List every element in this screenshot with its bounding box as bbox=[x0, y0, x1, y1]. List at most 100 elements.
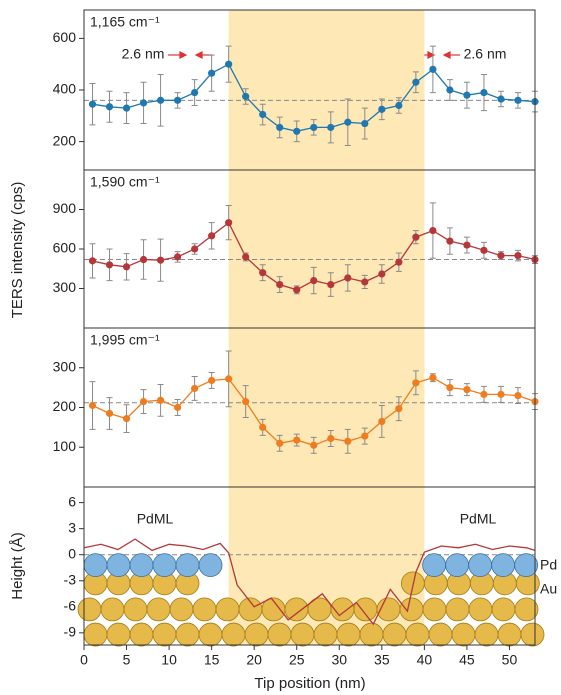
y-tick-label: -3 bbox=[64, 571, 77, 587]
au-atom bbox=[359, 622, 384, 647]
au-atom bbox=[514, 597, 539, 622]
au-atom bbox=[336, 622, 361, 647]
layer-label: Au bbox=[540, 581, 557, 597]
data-point bbox=[497, 390, 505, 398]
au-atom bbox=[290, 622, 315, 647]
data-point bbox=[361, 432, 369, 440]
pd-atom bbox=[152, 553, 177, 578]
y-tick-label: 100 bbox=[53, 438, 77, 454]
y-axis-label: TERS intensity (cps) bbox=[9, 182, 26, 319]
data-point bbox=[395, 101, 403, 110]
panel-label: 1,590 cm⁻¹ bbox=[90, 174, 160, 190]
y-tick-label: 600 bbox=[53, 240, 77, 256]
data-point bbox=[139, 397, 148, 406]
data-point bbox=[276, 123, 284, 132]
data-point bbox=[174, 96, 182, 104]
au-atom bbox=[152, 622, 177, 647]
pd-atom bbox=[175, 553, 200, 578]
au-atom bbox=[422, 597, 447, 622]
data-point bbox=[259, 269, 267, 277]
data-point bbox=[361, 278, 369, 286]
x-tick-label: 35 bbox=[374, 652, 390, 668]
data-point bbox=[429, 65, 437, 73]
data-point bbox=[480, 88, 488, 97]
au-atom bbox=[445, 597, 470, 622]
data-point bbox=[514, 391, 522, 400]
au-atom bbox=[399, 597, 424, 622]
annotation: 2.6 nm bbox=[122, 46, 165, 62]
au-atom bbox=[100, 597, 125, 622]
data-point bbox=[310, 441, 318, 449]
au-atom bbox=[83, 622, 108, 647]
x-tick-label: 10 bbox=[161, 652, 177, 668]
data-point bbox=[412, 233, 420, 241]
au-atom bbox=[169, 597, 194, 622]
layer-label: Pd bbox=[540, 557, 557, 573]
data-point bbox=[122, 415, 131, 423]
y-tick-label: 900 bbox=[53, 200, 77, 216]
data-point bbox=[480, 390, 488, 398]
au-atom bbox=[497, 622, 522, 647]
shaded-region bbox=[228, 10, 425, 170]
data-point bbox=[156, 396, 165, 404]
au-atom bbox=[284, 597, 309, 622]
y-tick-label: 300 bbox=[53, 358, 77, 374]
data-point bbox=[327, 434, 335, 443]
au-atom bbox=[520, 622, 545, 647]
data-point bbox=[88, 257, 97, 265]
data-point bbox=[105, 103, 114, 111]
panel-label: 1,165 cm⁻¹ bbox=[90, 14, 160, 30]
data-point bbox=[139, 99, 148, 107]
data-point bbox=[242, 92, 250, 101]
shaded-region bbox=[228, 170, 425, 328]
data-point bbox=[293, 127, 301, 135]
data-point bbox=[88, 100, 97, 108]
data-point bbox=[122, 104, 131, 112]
data-point bbox=[395, 258, 403, 266]
data-point bbox=[310, 123, 318, 132]
data-point bbox=[191, 384, 199, 393]
data-point bbox=[327, 123, 335, 132]
y-tick-label: 6 bbox=[68, 493, 76, 509]
data-point bbox=[412, 78, 420, 86]
data-point bbox=[225, 219, 233, 227]
pd-atom bbox=[445, 553, 470, 578]
data-point bbox=[514, 96, 522, 104]
height-profile bbox=[83, 538, 536, 626]
au-atom bbox=[405, 622, 430, 647]
data-point bbox=[463, 241, 471, 249]
x-tick-label: 25 bbox=[289, 652, 305, 668]
data-point bbox=[378, 270, 386, 278]
data-point bbox=[463, 91, 471, 99]
data-point bbox=[446, 384, 454, 392]
data-point bbox=[293, 436, 301, 444]
data-point bbox=[208, 376, 216, 385]
data-point bbox=[446, 237, 454, 245]
x-tick-label: 40 bbox=[417, 652, 433, 668]
data-point bbox=[276, 280, 284, 289]
pd-atom bbox=[514, 553, 539, 578]
data-point bbox=[156, 256, 165, 264]
data-point bbox=[225, 60, 233, 68]
data-point bbox=[429, 374, 437, 382]
au-atom bbox=[192, 597, 217, 622]
data-point bbox=[242, 397, 250, 406]
data-point bbox=[378, 105, 386, 113]
au-atom bbox=[77, 597, 102, 622]
data-point bbox=[139, 255, 148, 264]
data-point bbox=[310, 277, 318, 285]
au-atom bbox=[428, 622, 453, 647]
y-tick-label: 200 bbox=[53, 398, 77, 414]
data-point bbox=[497, 95, 505, 103]
au-atom bbox=[382, 622, 407, 647]
data-point bbox=[191, 245, 199, 253]
au-atom bbox=[106, 622, 131, 647]
au-atom bbox=[474, 622, 499, 647]
region-label: PdML bbox=[137, 511, 174, 527]
annotation: 2.6 nm bbox=[464, 46, 507, 62]
data-point bbox=[344, 274, 352, 282]
data-point bbox=[259, 423, 267, 431]
data-point bbox=[105, 261, 114, 269]
pd-atom bbox=[422, 553, 447, 578]
